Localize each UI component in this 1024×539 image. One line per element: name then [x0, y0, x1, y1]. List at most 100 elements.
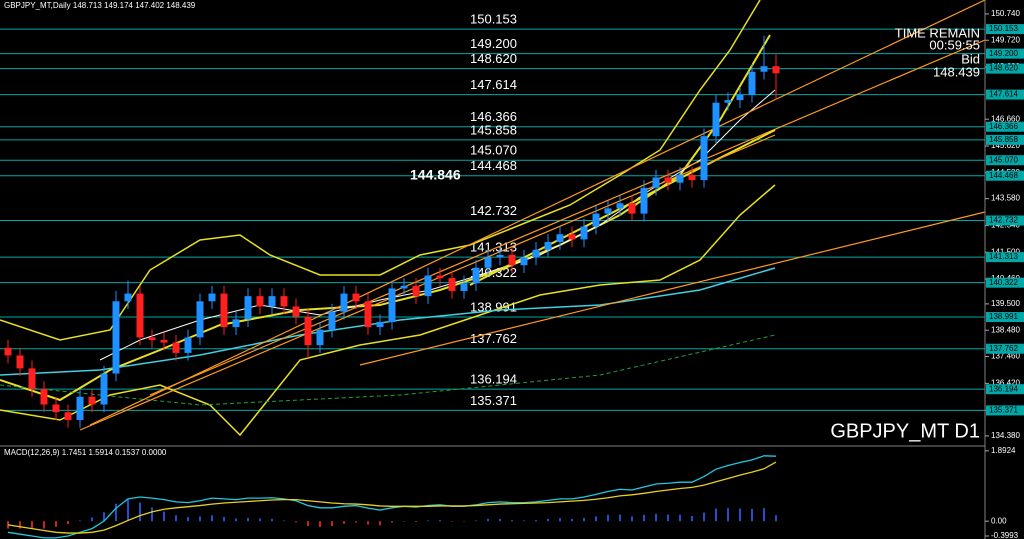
candle-body: [520, 257, 528, 266]
level-tag: [986, 89, 1024, 100]
candle-body: [40, 389, 48, 405]
macd-histogram-bar: [559, 518, 561, 522]
level-tag-label: 135.371: [989, 406, 1018, 415]
candle-body: [580, 226, 588, 240]
macd-signal: [7, 461, 777, 534]
macd-histogram-bar: [487, 518, 489, 522]
candle-body: [256, 296, 264, 307]
macd-histogram-bar: [631, 516, 633, 522]
level-tag: [986, 24, 1024, 35]
macd-histogram-bar: [619, 514, 621, 522]
level-label: 141.313: [470, 240, 517, 255]
candle-body: [724, 100, 732, 103]
candle-body: [652, 177, 660, 188]
level-label: 138.991: [470, 299, 517, 314]
bollinger-upper: [0, 0, 761, 341]
candle-body: [376, 321, 384, 328]
macd-histogram-bar: [91, 517, 93, 522]
candle-body: [136, 293, 144, 338]
y-tick-label: 150.740: [991, 9, 1020, 18]
candle-body: [244, 296, 252, 320]
candle-body: [16, 355, 24, 369]
level-tag-label: 146.366: [989, 122, 1018, 131]
y-tick-label: 139.500: [991, 299, 1020, 308]
macd-histogram-bar: [319, 521, 321, 528]
level-tag: [986, 277, 1024, 288]
candle-body: [412, 285, 420, 297]
macd-histogram-bar: [571, 518, 573, 522]
level-label: 135.371: [470, 393, 517, 408]
macd-histogram-bar: [343, 521, 345, 524]
level-label: 149.200: [470, 36, 517, 51]
level-tag: [986, 121, 1024, 132]
level-tag: [986, 48, 1024, 59]
candle-body: [292, 306, 300, 317]
macd-title: MACD(12,26,9) 1.7451 1.5914 0.1537 0.000…: [4, 448, 167, 457]
bid-caption: Bid: [961, 51, 980, 66]
level-label: 145.070: [470, 143, 517, 158]
level-tag: [986, 343, 1024, 354]
candle-body: [424, 275, 432, 297]
candle-body: [232, 319, 240, 328]
macd-histogram-bar: [763, 508, 765, 522]
level-tag: [986, 405, 1024, 416]
candle-body: [208, 293, 216, 302]
moving-average-long: [0, 334, 776, 406]
macd-histogram-bar: [55, 521, 57, 527]
macd-histogram-bar: [151, 507, 153, 522]
candle-body: [700, 136, 708, 181]
level-tag-label: 141.313: [989, 252, 1018, 261]
bollinger-lower: [0, 184, 776, 437]
macd-y-tick-label: 1.8924: [991, 446, 1016, 455]
macd-histogram-bar: [535, 520, 537, 522]
macd-histogram-bar: [547, 518, 549, 522]
candle-body: [712, 102, 720, 137]
macd-histogram-bar: [163, 511, 165, 522]
y-tick-label: 134.380: [991, 431, 1020, 440]
candle-body: [688, 174, 696, 181]
candle-body: [76, 396, 84, 420]
macd-histogram-bar: [271, 518, 273, 522]
macd-histogram-bar: [127, 499, 129, 522]
macd-histogram-bar: [331, 521, 333, 526]
macd-histogram-bar: [211, 515, 213, 522]
level-label: 136.194: [470, 372, 517, 387]
level-tag-label: 145.070: [989, 155, 1018, 164]
y-tick-label: 138.480: [991, 325, 1020, 334]
candle-body: [100, 373, 108, 405]
macd-histogram-bar: [703, 512, 705, 522]
macd-histogram-bar: [667, 514, 669, 522]
level-tag-label: 144.468: [989, 171, 1018, 180]
y-tick-label: 143.580: [991, 194, 1020, 203]
macd-histogram-bar: [379, 521, 381, 526]
candle-body: [640, 187, 648, 214]
candle-body: [112, 301, 120, 374]
symbol-label: GBPJPY_MT D1: [830, 420, 980, 442]
y-tick-label: 149.720: [991, 35, 1020, 44]
level-label: 147.614: [470, 77, 517, 92]
y-tick-label: 145.620: [991, 141, 1020, 150]
candle-body: [532, 249, 540, 258]
candle-body: [496, 254, 504, 258]
candle-body: [280, 296, 288, 307]
macd-histogram-bar: [739, 508, 741, 522]
macd-histogram-bar: [283, 520, 285, 522]
y-tick-label: 141.500: [991, 247, 1020, 256]
candle-body: [328, 311, 336, 330]
candle-body: [676, 174, 684, 183]
trend-line: [359, 211, 986, 366]
macd-histogram-bar: [259, 518, 261, 522]
candle-body: [124, 293, 132, 302]
candle-body: [544, 241, 552, 250]
level-label: 145.858: [470, 122, 517, 137]
macd-histogram-bar: [475, 520, 477, 522]
macd-y-tick-label: 0.00: [991, 516, 1007, 525]
macd-histogram-bar: [595, 516, 597, 522]
macd-histogram-bar: [307, 521, 309, 526]
candle-body: [400, 285, 408, 289]
level-tag-label: 136.194: [989, 384, 1018, 393]
candle-body: [592, 213, 600, 227]
level-label: 142.732: [470, 203, 517, 218]
candle-body: [664, 177, 672, 183]
